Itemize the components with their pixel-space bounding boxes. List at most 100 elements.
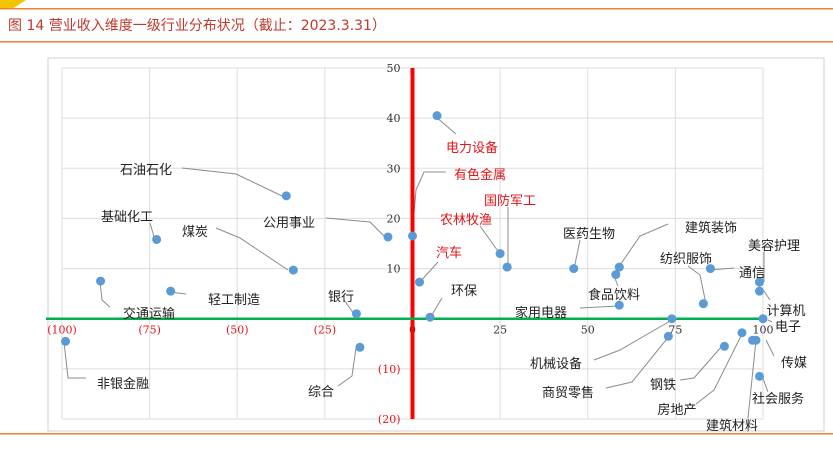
x-tick-labels: (100)(75)(50)(25)0255075100: [47, 324, 773, 337]
x-tick-label: 100: [753, 324, 774, 337]
data-points: [61, 111, 768, 381]
data-point: [432, 111, 442, 121]
leader-line: [181, 167, 283, 197]
logo-swoosh-icon: [0, 0, 26, 9]
point-label: 社会服务: [752, 391, 804, 407]
point-label: 基础化工: [101, 210, 153, 225]
leader-line: [687, 265, 707, 305]
header-rule: [0, 8, 833, 10]
point-label: 石油石化: [120, 163, 172, 178]
data-point: [737, 328, 747, 338]
point-label: 非银金融: [97, 376, 149, 392]
data-point: [281, 191, 291, 201]
data-point: [288, 265, 298, 275]
data-point: [415, 277, 425, 287]
point-label: 煤炭: [182, 225, 208, 240]
data-point: [758, 314, 768, 324]
data-point: [698, 299, 708, 309]
leader-line: [573, 239, 581, 270]
leader-line: [63, 341, 86, 379]
leader-line: [695, 333, 743, 405]
point-label: 轻工制造: [208, 293, 260, 308]
y-tick-labels: 50 40 30 20 10 (10) (20): [378, 62, 401, 426]
data-point: [614, 262, 624, 272]
leader-line: [767, 319, 773, 323]
leader-line: [747, 339, 757, 419]
data-point: [751, 335, 761, 345]
leader-line: [343, 299, 355, 315]
data-point: [383, 232, 393, 242]
y-tick-label: 10: [387, 263, 401, 276]
point-label: 医药生物: [563, 227, 615, 242]
point-label: 电力设备: [446, 140, 498, 156]
point-label: 电子: [775, 320, 801, 335]
point-label: 食品饮料: [588, 287, 640, 303]
leader-lines: [63, 116, 775, 419]
data-point: [96, 276, 106, 286]
data-point: [569, 264, 579, 274]
x-tick-label: (100): [47, 324, 77, 337]
data-point: [667, 314, 677, 324]
leader-line: [765, 339, 775, 357]
point-label: 环保: [451, 284, 477, 299]
leader-line: [479, 225, 501, 255]
leader-line: [763, 290, 771, 301]
point-label: 纺织服饰: [660, 252, 712, 267]
data-point: [754, 277, 764, 287]
leader-line: [593, 319, 673, 361]
y-tick-label: (20): [378, 413, 401, 426]
point-label: 机械设备: [530, 356, 582, 372]
x-tick-label: 25: [493, 324, 507, 337]
y-tick-label: 20: [387, 212, 401, 225]
leader-line: [325, 217, 386, 238]
point-label: 通信: [739, 266, 765, 281]
y-tick-label: 30: [387, 162, 401, 175]
figure-title: 图 14 营业收入维度一级行业分布状况（截止：2023.3.31）: [8, 18, 386, 34]
data-point: [166, 286, 176, 296]
x-tick-label: 50: [581, 324, 595, 337]
leader-line: [579, 305, 619, 309]
point-label: 农林牧渔: [440, 213, 492, 228]
data-point: [351, 309, 361, 319]
data-point: [614, 300, 624, 310]
data-point: [705, 264, 715, 274]
x-tick-label: (75): [138, 324, 161, 337]
plot-frame: [47, 57, 825, 432]
point-label: 汽车: [436, 245, 462, 261]
point-label: 美容护理: [748, 238, 800, 254]
point-label: 传媒: [781, 356, 807, 371]
point-label: 综合: [308, 385, 334, 400]
y-tick-label: 50: [387, 62, 401, 75]
data-point: [152, 234, 162, 244]
data-point: [408, 231, 417, 241]
data-point: [611, 270, 621, 280]
y-tick-label: 40: [387, 112, 401, 125]
title-underline: [0, 41, 833, 43]
point-label: 银行: [328, 290, 354, 305]
point-label: 公用事业: [263, 216, 315, 231]
data-point: [754, 371, 764, 381]
leader-line: [617, 223, 669, 269]
point-label: 房地产: [657, 402, 696, 418]
point-label: 商贸零售: [542, 385, 594, 401]
x-tick-label: (50): [226, 324, 249, 337]
leader-line: [337, 347, 357, 387]
x-tick-label: (25): [314, 324, 337, 337]
point-label: 国防军工: [484, 193, 536, 209]
data-point: [495, 249, 505, 259]
data-point: [355, 342, 365, 352]
header-accent-bar: [0, 0, 833, 10]
y-tick-label: (10): [378, 363, 401, 376]
leader-line: [215, 227, 289, 271]
point-label: 钢铁: [650, 378, 676, 393]
bottom-rule: [0, 433, 833, 435]
data-point: [719, 341, 729, 351]
leader-line: [435, 116, 457, 135]
point-label: 交通运输: [123, 306, 175, 322]
data-point: [425, 312, 435, 322]
point-label: 建筑装饰: [685, 220, 737, 236]
point-label: 家用电器: [515, 305, 567, 321]
data-point: [502, 262, 512, 272]
data-point: [61, 336, 71, 346]
